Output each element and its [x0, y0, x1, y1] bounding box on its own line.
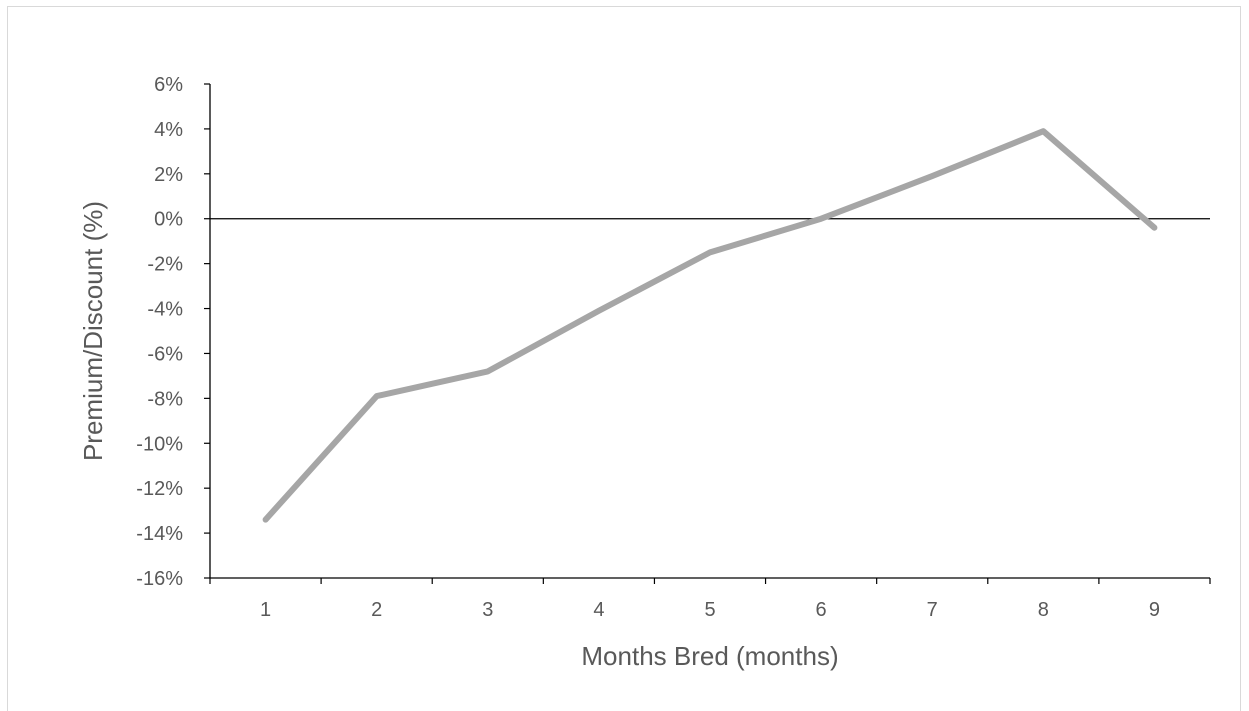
x-tick-label: 6: [816, 599, 827, 621]
y-tick-label: -6%: [147, 343, 183, 365]
series-group: [262, 128, 1158, 523]
y-axis-ticks: 6% 4% 2% 0% -2% -4% -6% -8% -10% -12% -14% -16%: [136, 74, 210, 590]
x-tick-label: 3: [482, 599, 493, 621]
y-tick-label: 4%: [154, 119, 183, 141]
x-tick-label: 5: [704, 599, 715, 621]
y-tick-label: 6%: [154, 74, 183, 96]
x-tick-label: 1: [260, 599, 271, 621]
y-tick-label: -2%: [147, 254, 183, 276]
x-axis-ticks: 1 2 3 4 5 6 7 8 9: [209, 578, 1211, 621]
y-tick-label: -14%: [136, 523, 183, 545]
x-axis-title: Months Bred (months): [581, 641, 838, 671]
x-tick-label: 8: [1038, 599, 1049, 621]
y-tick-label: 2%: [154, 164, 183, 186]
x-tick-label: 7: [927, 599, 938, 621]
axes: [209, 84, 1210, 579]
series-line: [262, 128, 1158, 523]
y-tick-label: -16%: [136, 568, 183, 590]
chart-frame: [7, 6, 1241, 711]
y-tick-label: -4%: [147, 299, 183, 321]
x-tick-label: 2: [371, 599, 382, 621]
x-tick-label: 9: [1149, 599, 1160, 621]
y-tick-label: -12%: [136, 478, 183, 500]
y-tick-label: -10%: [136, 433, 183, 455]
y-tick-label: 0%: [154, 209, 183, 231]
y-axis-title: Premium/Discount (%): [78, 201, 108, 461]
y-tick-label: -8%: [147, 388, 183, 410]
x-tick-label: 4: [593, 599, 604, 621]
